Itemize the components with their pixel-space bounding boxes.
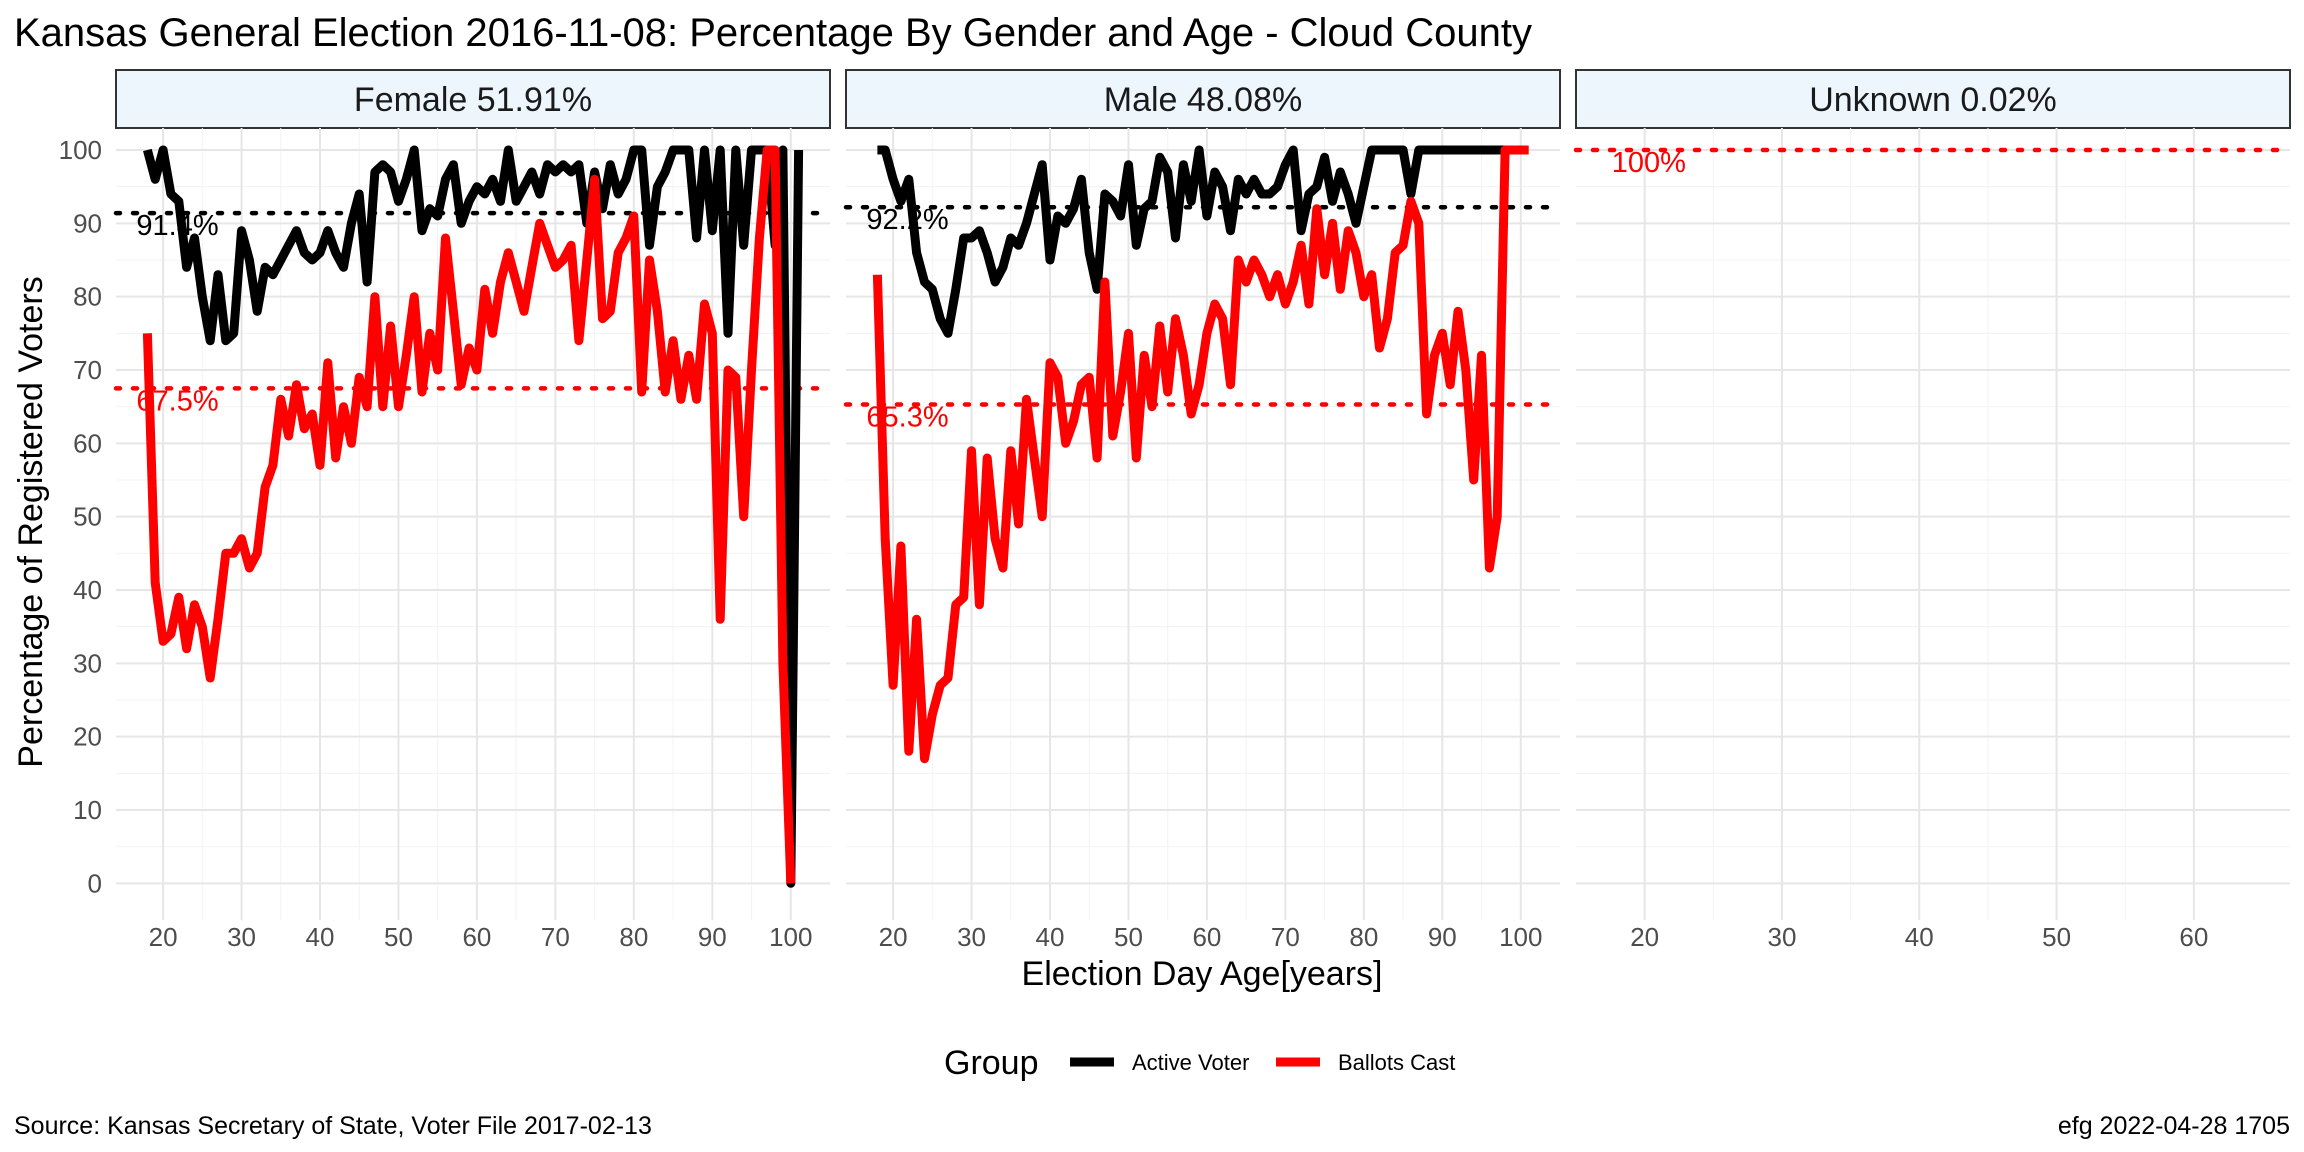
y-tick-label: 20 (73, 722, 102, 752)
y-tick-label: 90 (73, 208, 102, 238)
x-tick-label: 70 (541, 922, 570, 952)
x-tick-label: 60 (1192, 922, 1221, 952)
x-axis-title: Election Day Age[years] (1022, 955, 1383, 993)
x-tick-label: 100 (1499, 922, 1542, 952)
caption-credit: efg 2022-04-28 1705 (2058, 1112, 2290, 1140)
x-tick-label: 30 (957, 922, 986, 952)
x-tick-label: 40 (1905, 922, 1934, 952)
x-tick-label: 50 (2042, 922, 2071, 952)
x-tick-label: 30 (227, 922, 256, 952)
panels: Female 51.91% 0 10 20 30 40 50 60 70 80 90 100 20 30 4… (59, 69, 2293, 952)
y-tick-label: 40 (73, 575, 102, 605)
x-tick-label: 30 (1768, 922, 1797, 952)
chart-title: Kansas General Election 2016-11-08: Perc… (14, 11, 1532, 55)
x-tick-label: 20 (1630, 922, 1659, 952)
y-tick-label: 100 (59, 135, 102, 165)
y-tick-label: 0 (88, 868, 102, 898)
strip-unknown (1575, 69, 2291, 129)
x-tick-label: 20 (149, 922, 178, 952)
y-axis-title: Percentage of Registered Voters (12, 276, 50, 767)
y-tick-label: 50 (73, 502, 102, 532)
panel-unknown: Unknown 0.02% 20 30 40 50 60 100% (1573, 69, 2293, 952)
x-tick-label: 80 (1349, 922, 1378, 952)
legend: Group Active Voter Ballots Cast (944, 1044, 1455, 1082)
caption-source: Source: Kansas Secretary of State, Voter… (14, 1112, 652, 1140)
x-tick-label: 80 (619, 922, 648, 952)
x-tick-label: 40 (1036, 922, 1065, 952)
strip-label-male: Male 48.08% (1104, 81, 1302, 119)
x-tick-label: 40 (306, 922, 335, 952)
ref-label: 100% (1612, 147, 1686, 179)
x-tick-label: 60 (462, 922, 491, 952)
strip-female (115, 69, 831, 129)
series-line-active-voter (143, 145, 804, 888)
legend-label-active-voter: Active Voter (1132, 1050, 1249, 1075)
grid-male (846, 128, 1560, 920)
panel-female: Female 51.91% 0 10 20 30 40 50 60 70 80 90 100 20 30 4… (59, 69, 833, 952)
legend-title: Group (944, 1044, 1039, 1082)
y-tick-label: 30 (73, 648, 102, 678)
y-tick-label: 70 (73, 355, 102, 385)
series-line-ballots-cast (142, 145, 796, 884)
grid-unknown (1576, 128, 2290, 920)
legend-label-ballots-cast: Ballots Cast (1338, 1050, 1455, 1075)
strip-male (845, 69, 1561, 129)
series-line-ballots-cast (872, 145, 1529, 764)
series-line-active-voter (877, 145, 1529, 338)
y-tick-label: 10 (73, 795, 102, 825)
x-tick-label: 20 (879, 922, 908, 952)
y-tick-label: 60 (73, 428, 102, 458)
x-tick-label: 100 (769, 922, 812, 952)
x-tick-label: 90 (698, 922, 727, 952)
x-tick-label: 70 (1271, 922, 1300, 952)
x-tick-label: 60 (2179, 922, 2208, 952)
y-tick-label: 80 (73, 282, 102, 312)
strip-label-female: Female 51.91% (354, 81, 592, 119)
strip-label-unknown: Unknown 0.02% (1809, 81, 2057, 119)
x-tick-label: 50 (384, 922, 413, 952)
x-tick-label: 90 (1428, 922, 1457, 952)
x-tick-label: 50 (1114, 922, 1143, 952)
